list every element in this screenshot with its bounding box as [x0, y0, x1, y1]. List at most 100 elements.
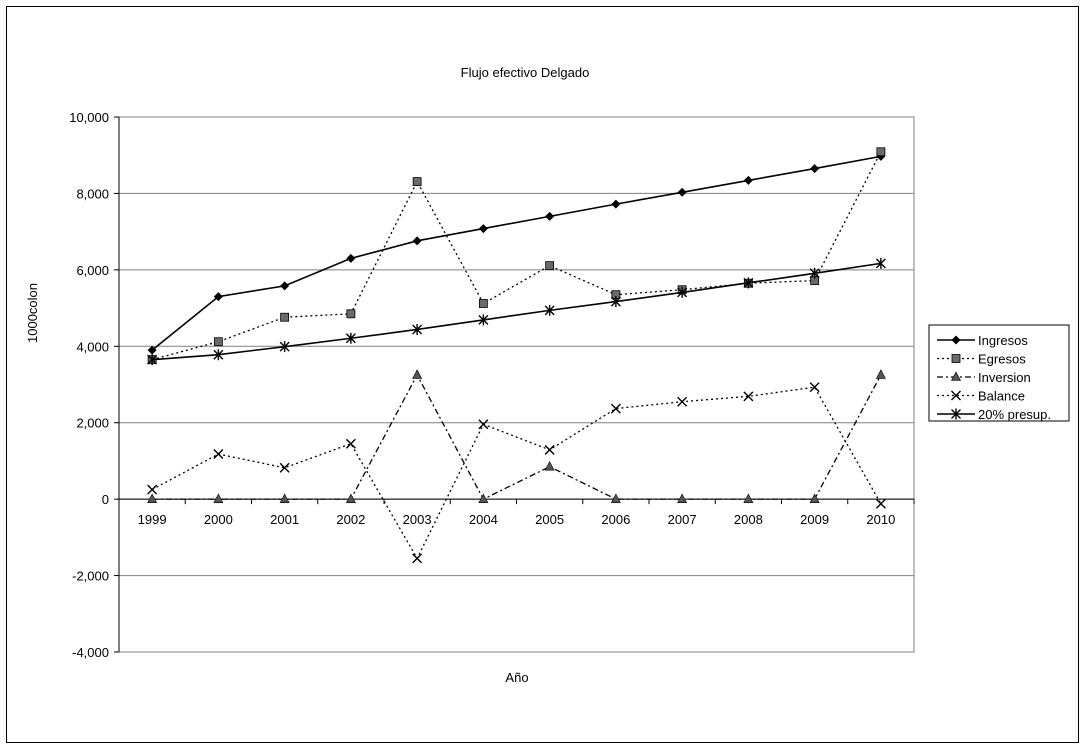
series-inversion	[147, 369, 886, 503]
point-ingresos	[478, 224, 488, 234]
point-balance	[544, 444, 555, 455]
point-balance	[279, 462, 290, 473]
series-line-balance	[151, 386, 882, 560]
point-ingresos	[545, 211, 555, 221]
point-20-presup	[279, 341, 290, 353]
point-egresos	[545, 261, 555, 271]
series-balance	[147, 382, 886, 564]
legend-marker	[951, 390, 961, 401]
y-tick-label: 8,000	[76, 186, 109, 201]
x-tick-label: 2004	[469, 512, 498, 527]
series-line-egresos	[151, 151, 882, 361]
legend-label: Egresos	[978, 352, 1026, 367]
point-inversion	[875, 369, 886, 379]
point-20-presup	[147, 354, 158, 366]
legend-label: 20% presup.	[978, 407, 1051, 422]
series-ingresos	[147, 151, 886, 355]
point-balance	[809, 382, 820, 393]
x-tick-label: 2008	[734, 512, 763, 527]
x-tick-label: 2006	[601, 512, 630, 527]
point-inversion	[213, 493, 224, 503]
legend-label: Inversion	[978, 370, 1031, 385]
point-inversion	[809, 493, 820, 503]
point-20-presup	[544, 304, 555, 316]
point-20-presup	[213, 349, 224, 361]
plot-area	[118, 116, 915, 653]
x-tick-label: 2000	[204, 512, 233, 527]
series-line-inversion	[152, 373, 882, 501]
x-tick-label: 1999	[138, 512, 167, 527]
point-20-presup	[610, 296, 621, 308]
point-egresos	[346, 309, 356, 319]
point-balance	[345, 438, 356, 449]
point-inversion	[147, 493, 158, 503]
legend-marker	[951, 335, 961, 345]
point-balance	[743, 391, 754, 402]
point-ingresos	[147, 345, 157, 355]
point-inversion	[544, 461, 555, 471]
point-inversion	[345, 493, 356, 503]
point-egresos	[876, 147, 886, 157]
point-inversion	[412, 369, 423, 379]
point-ingresos	[280, 281, 290, 291]
legend-marker	[951, 354, 961, 363]
point-ingresos	[611, 199, 621, 209]
x-tick-label: 2002	[336, 512, 365, 527]
point-balance	[213, 449, 224, 460]
legend-item-20-presup: 20% presup.	[937, 407, 1051, 422]
point-balance	[875, 498, 886, 509]
point-20-presup	[345, 332, 356, 344]
point-inversion	[743, 493, 754, 503]
series-line-ingresos	[151, 155, 882, 351]
point-egresos	[478, 299, 488, 308]
point-ingresos	[412, 236, 422, 246]
point-egresos	[280, 312, 290, 322]
legend-item-ingresos: Ingresos	[937, 333, 1028, 348]
point-20-presup	[809, 267, 820, 279]
y-tick-label: 4,000	[76, 339, 109, 354]
series-layer	[147, 147, 886, 564]
legend-item-inversion: Inversion	[937, 370, 1031, 385]
y-tick-label: -4,000	[72, 645, 109, 660]
point-20-presup	[875, 257, 886, 269]
chart-title: Flujo efectivo Delgado	[461, 65, 590, 80]
point-ingresos	[743, 175, 753, 185]
x-tick-label: 2007	[668, 512, 697, 527]
y-axis: 10,000 8,000 6,000 4,000 2,000 0 -2,000 -4,000	[69, 110, 120, 660]
legend-label: Balance	[978, 389, 1025, 404]
chart-svg: Flujo efectivo Delgado 10,000 8,000 6,000 4…	[25, 65, 1070, 685]
point-20-presup	[412, 323, 423, 335]
legend-box	[928, 324, 1070, 422]
point-inversion	[677, 493, 688, 503]
x-axis-label: Año	[505, 670, 528, 685]
point-balance	[147, 484, 158, 495]
series-20-presup	[147, 257, 886, 366]
point-balance	[677, 396, 688, 407]
point-inversion	[478, 493, 489, 503]
legend-item-egresos: Egresos	[937, 352, 1026, 367]
point-inversion	[610, 493, 621, 503]
point-balance	[610, 403, 621, 414]
point-20-presup	[677, 286, 688, 298]
legend-marker	[951, 408, 961, 420]
legend-item-balance: Balance	[937, 389, 1025, 404]
legend: Ingresos Egresos Inversion Balance 20% presu…	[928, 324, 1070, 422]
point-20-presup	[743, 277, 754, 289]
x-tick-label: 2003	[403, 512, 432, 527]
point-balance	[478, 419, 489, 430]
point-20-presup	[478, 314, 489, 326]
y-tick-label: -2,000	[72, 569, 109, 584]
point-ingresos	[346, 253, 356, 263]
y-tick-label: 10,000	[69, 110, 109, 125]
y-tick-label: 2,000	[76, 416, 109, 431]
point-egresos	[213, 337, 223, 347]
y-axis-label: 1000colon	[25, 283, 40, 343]
legend-label: Ingresos	[978, 333, 1028, 348]
x-axis: 1999 2000 2001 2002 2003 2004 2005 2006 2007 2008…	[118, 498, 915, 527]
x-tick-label: 2001	[270, 512, 299, 527]
point-egresos	[412, 177, 422, 186]
x-tick-label: 2005	[535, 512, 564, 527]
y-tick-label: 6,000	[76, 263, 109, 278]
point-balance	[412, 553, 423, 564]
x-tick-label: 2009	[800, 512, 829, 527]
